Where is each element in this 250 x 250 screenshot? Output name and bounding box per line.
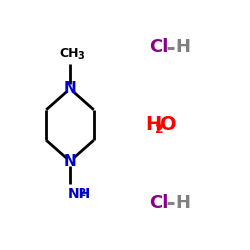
Text: NH: NH — [68, 188, 91, 202]
Text: H: H — [145, 116, 161, 134]
Text: 2: 2 — [155, 123, 164, 136]
Text: N: N — [64, 154, 76, 169]
Text: H: H — [176, 38, 191, 56]
Text: Cl: Cl — [149, 194, 168, 212]
Text: CH: CH — [60, 47, 79, 60]
Text: H: H — [176, 194, 191, 212]
Text: Cl: Cl — [149, 38, 168, 56]
Text: 2: 2 — [78, 188, 86, 198]
Text: 3: 3 — [78, 51, 84, 61]
Text: O: O — [160, 116, 176, 134]
Text: N: N — [64, 81, 76, 96]
